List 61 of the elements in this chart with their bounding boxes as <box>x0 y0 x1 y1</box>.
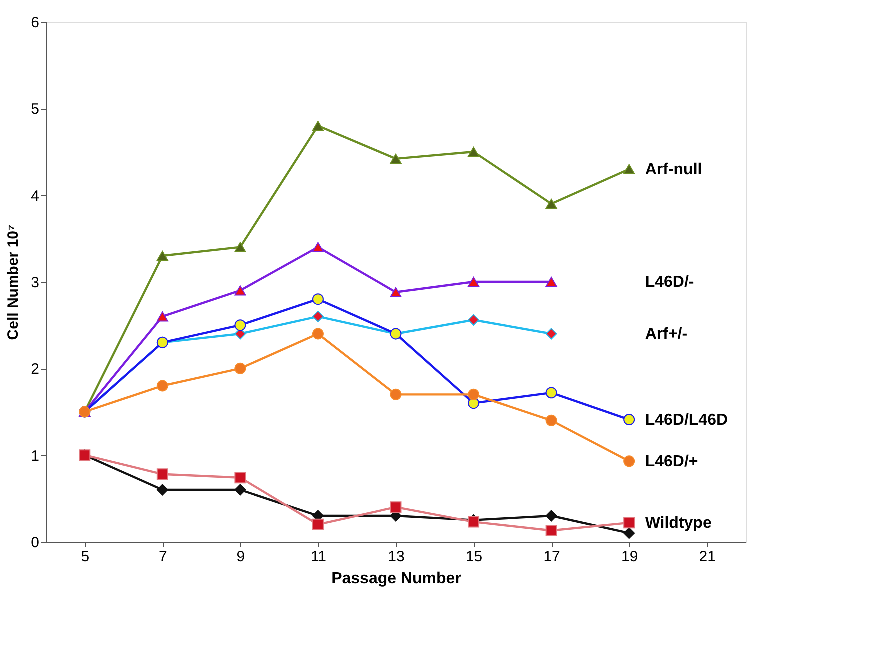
y-tick-label: 3 <box>31 274 40 292</box>
x-tick-label: 15 <box>466 548 483 566</box>
text: Arf+/- <box>645 326 688 343</box>
x-tick-label: 19 <box>621 548 638 566</box>
y-tick-label: 5 <box>31 101 40 118</box>
series-label: L46D/L46D <box>645 412 728 429</box>
point <box>546 524 558 536</box>
point <box>624 164 636 174</box>
point <box>312 518 324 530</box>
point <box>468 314 480 326</box>
point <box>468 276 480 288</box>
point <box>312 242 324 252</box>
point <box>156 312 168 322</box>
point <box>390 287 402 298</box>
point <box>390 154 402 164</box>
point <box>624 456 636 468</box>
point <box>546 414 558 426</box>
point <box>156 250 168 262</box>
x-tick-label: 7 <box>158 548 168 566</box>
point <box>234 362 246 374</box>
point <box>312 328 324 340</box>
series-label: L46D/+ <box>645 453 698 470</box>
point <box>234 286 246 296</box>
y-tick-label: 1 <box>31 448 40 465</box>
point <box>234 320 246 332</box>
point <box>312 120 324 132</box>
point <box>390 502 402 514</box>
point <box>624 414 636 426</box>
y-axis-title: Cell Number 10⁷ <box>5 224 22 340</box>
series-label: Arf-null <box>645 161 702 178</box>
point <box>156 468 168 480</box>
point <box>234 472 246 484</box>
point <box>312 294 324 306</box>
point <box>546 276 558 288</box>
point <box>312 310 324 322</box>
y-tick-label: 6 <box>31 14 40 32</box>
text: L46D/- <box>645 274 694 291</box>
point <box>156 484 168 496</box>
point <box>234 242 246 252</box>
point <box>546 328 558 340</box>
point <box>546 198 558 210</box>
point <box>624 517 636 529</box>
y-tick-label: 2 <box>31 361 40 378</box>
point <box>390 388 402 400</box>
x-tick-label: 11 <box>310 548 327 566</box>
series-label: Wildtype <box>645 514 712 532</box>
y-tick-label: 0 <box>31 534 40 552</box>
point <box>156 380 168 392</box>
point <box>546 387 558 399</box>
x-tick-label: 21 <box>699 548 716 566</box>
y-tick-label: 4 <box>31 188 40 205</box>
point <box>624 528 636 540</box>
x-tick-label: 5 <box>81 548 90 566</box>
x-tick-label: 9 <box>236 548 246 566</box>
point <box>468 388 480 400</box>
x-tick-label: 13 <box>388 548 405 566</box>
point <box>468 146 480 158</box>
x-axis-title: Passage Number <box>332 570 462 588</box>
x-tick-label: 17 <box>544 548 560 566</box>
point <box>234 484 246 496</box>
point <box>546 510 558 522</box>
